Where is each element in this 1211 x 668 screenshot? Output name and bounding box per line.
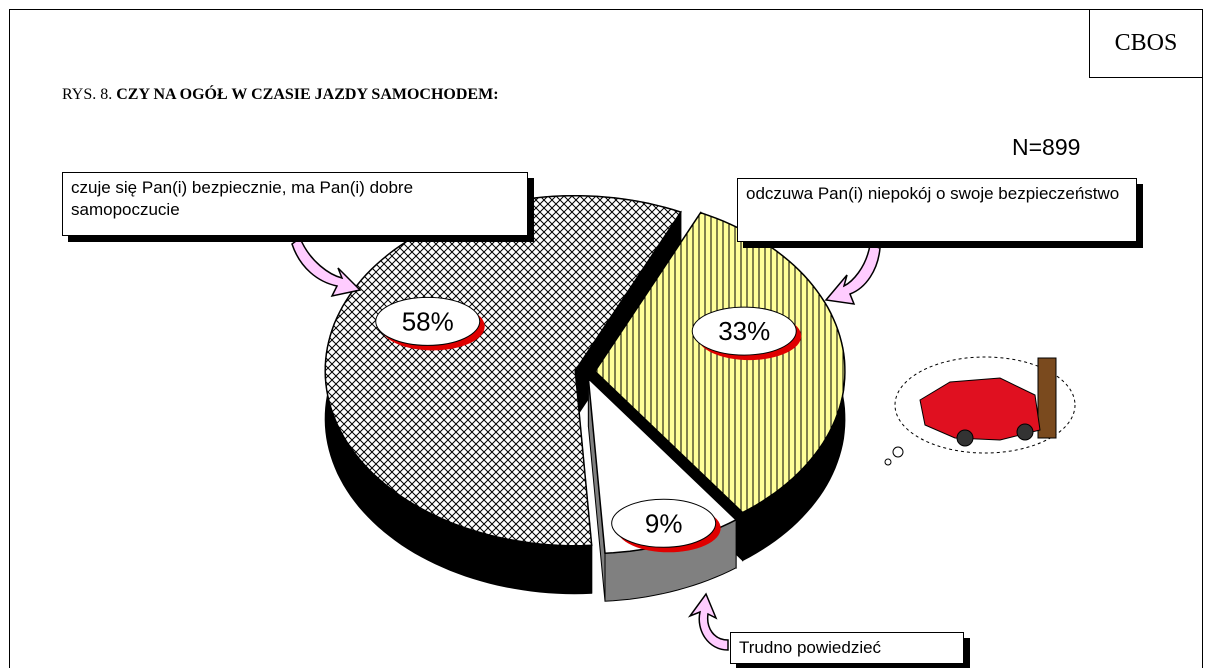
category-label: czuje się Pan(i) bezpiecznie, ma Pan(i) …	[62, 172, 528, 236]
page: {"source": "CBOS", "chart_data": {"type"…	[0, 0, 1211, 668]
source: CBOS	[1089, 9, 1203, 78]
figure-label: RYS. 8.	[62, 86, 112, 103]
category-label: Trudno powiedzieć	[730, 632, 964, 664]
frame	[9, 9, 1203, 668]
category-label: odczuwa Pan(i) niepokój o swoje bezpiecz…	[737, 178, 1137, 242]
annotation: N=899	[1012, 134, 1080, 161]
title: RYS. 8. CZY NA OGÓŁ W CZASIE JAZDY SAMOC…	[62, 86, 499, 104]
chart-title: CZY NA OGÓŁ W CZASIE JAZDY SAMOCHODEM:	[116, 86, 498, 103]
